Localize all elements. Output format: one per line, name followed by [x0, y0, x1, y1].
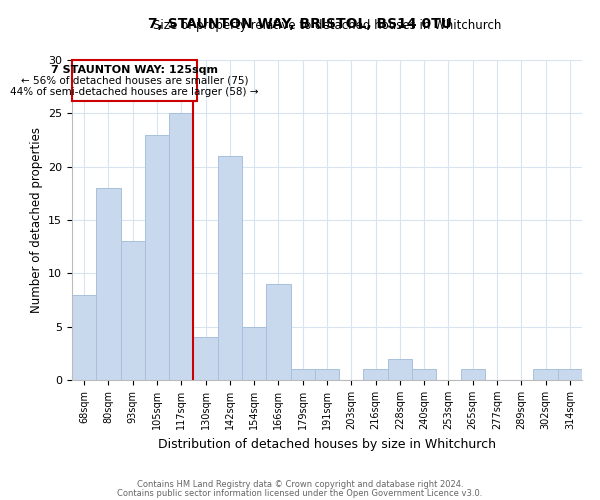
- Bar: [533, 370, 558, 380]
- Text: ← 56% of detached houses are smaller (75): ← 56% of detached houses are smaller (75…: [21, 76, 248, 86]
- X-axis label: Distribution of detached houses by size in Whitchurch: Distribution of detached houses by size …: [158, 438, 496, 450]
- Bar: [242, 326, 266, 380]
- Bar: [558, 370, 582, 380]
- Bar: [388, 358, 412, 380]
- Bar: [364, 370, 388, 380]
- Bar: [266, 284, 290, 380]
- Bar: [461, 370, 485, 380]
- Bar: [96, 188, 121, 380]
- Y-axis label: Number of detached properties: Number of detached properties: [29, 127, 43, 313]
- Bar: [169, 114, 193, 380]
- Bar: [290, 370, 315, 380]
- Text: 44% of semi-detached houses are larger (58) →: 44% of semi-detached houses are larger (…: [10, 86, 259, 97]
- Text: 7, STAUNTON WAY, BRISTOL, BS14 0TU: 7, STAUNTON WAY, BRISTOL, BS14 0TU: [148, 18, 452, 32]
- Bar: [218, 156, 242, 380]
- Text: Contains HM Land Registry data © Crown copyright and database right 2024.: Contains HM Land Registry data © Crown c…: [137, 480, 463, 489]
- Bar: [145, 134, 169, 380]
- Bar: [121, 242, 145, 380]
- Bar: [193, 338, 218, 380]
- Bar: [72, 294, 96, 380]
- Title: Size of property relative to detached houses in Whitchurch: Size of property relative to detached ho…: [153, 20, 501, 32]
- Bar: [412, 370, 436, 380]
- Text: 7 STAUNTON WAY: 125sqm: 7 STAUNTON WAY: 125sqm: [51, 65, 218, 75]
- Text: Contains public sector information licensed under the Open Government Licence v3: Contains public sector information licen…: [118, 488, 482, 498]
- Bar: [315, 370, 339, 380]
- FancyBboxPatch shape: [72, 60, 197, 100]
